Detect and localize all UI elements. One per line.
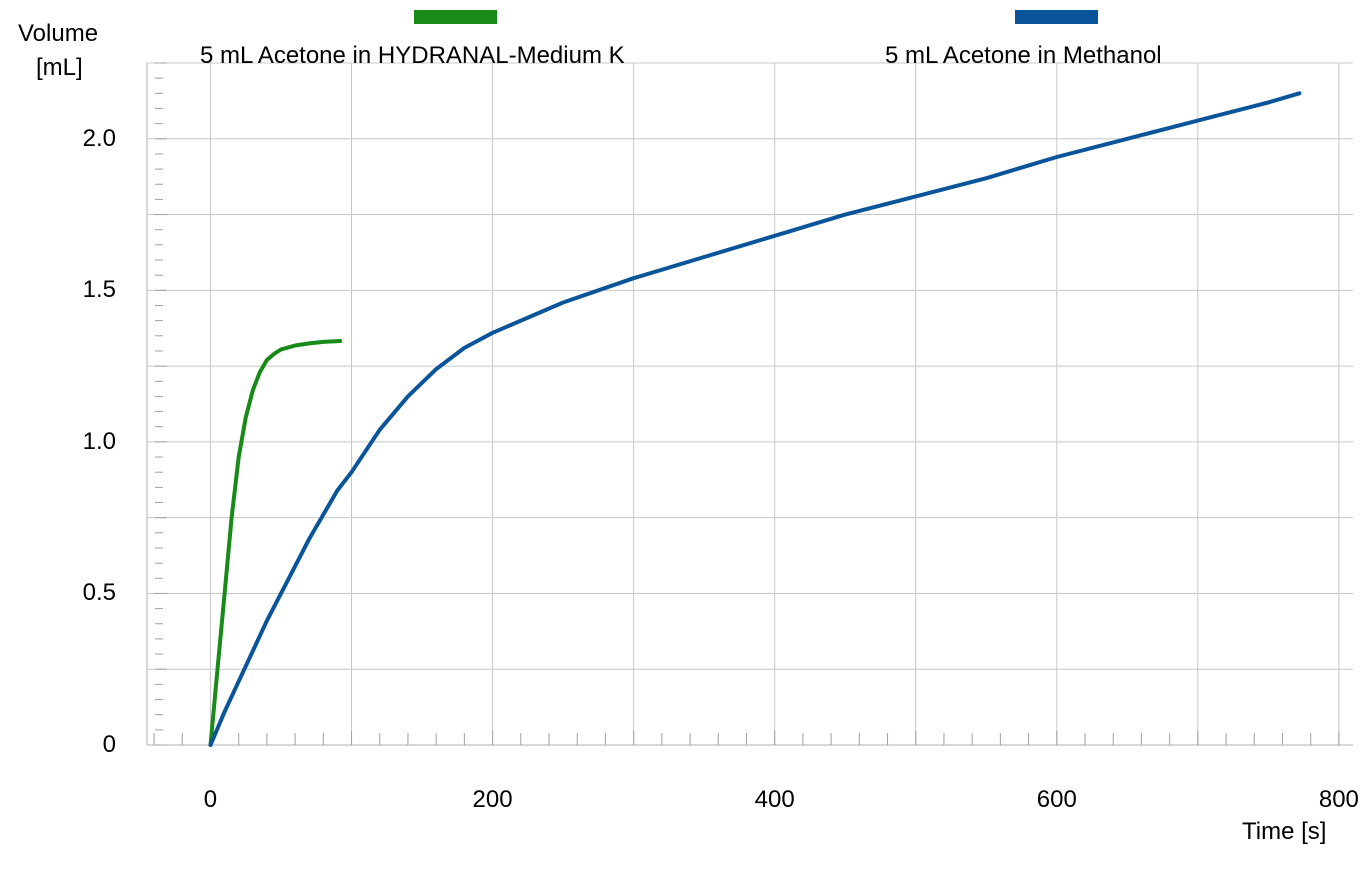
series-line-methanol: [208, 91, 1302, 747]
legend-swatch-medium-k: [414, 10, 497, 24]
legend-label-methanol: 5 mL Acetone in Methanol: [885, 42, 1162, 69]
x-tick-label: 400: [754, 786, 795, 813]
y-tick-label: 0: [102, 731, 116, 758]
legend-swatch-methanol: [1015, 10, 1098, 24]
axes: [146, 62, 1353, 746]
series-layer: [208, 91, 1302, 747]
series-line-medium-k: [208, 339, 343, 747]
y-tick-label: 2.0: [82, 124, 116, 152]
x-tick-label: 800: [1318, 786, 1359, 813]
grid-lines: [147, 62, 1353, 745]
y-tick-label: 1.0: [82, 427, 116, 455]
y-tick-label: 0.5: [82, 579, 116, 607]
y-tick-label: 1.5: [82, 276, 116, 304]
x-tick-label: 200: [472, 786, 513, 813]
x-tick-label: 600: [1036, 786, 1077, 813]
y-axis-label-line1: Volume: [18, 20, 99, 47]
x-tick-label: 0: [203, 786, 218, 813]
legend-label-medium-k: 5 mL Acetone in HYDRANAL-Medium K: [200, 42, 625, 69]
y-axis-label-line2: [mL]: [36, 54, 83, 81]
x-axis-label: Time [s]: [1242, 818, 1327, 845]
